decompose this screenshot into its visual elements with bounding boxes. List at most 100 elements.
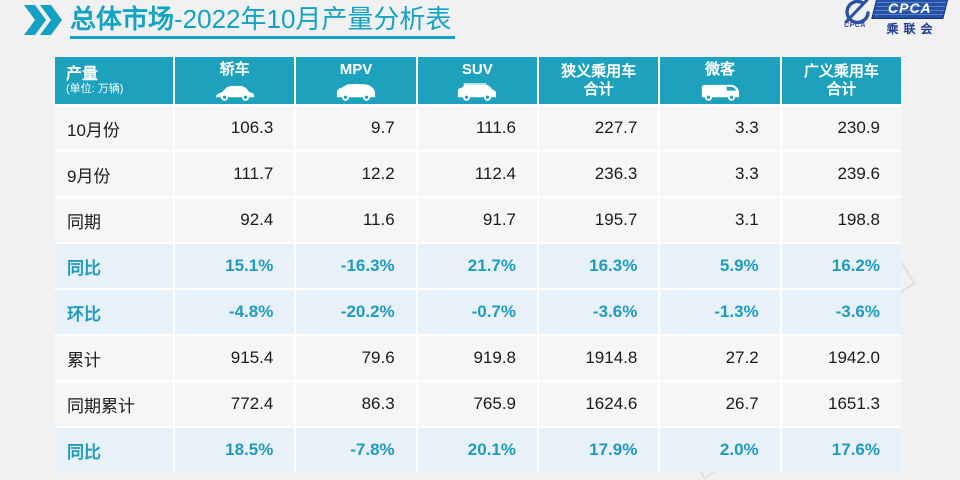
cpca-logo-text: CPCA 乘联会	[871, 0, 949, 37]
cell-value: 5.9%	[660, 244, 780, 288]
cell-value: 112.4	[417, 152, 537, 196]
row-label: 同期累计	[55, 382, 173, 426]
cell-value: 92.4	[175, 198, 295, 242]
cell-value: 1914.8	[539, 336, 659, 380]
cell-value: 915.4	[175, 336, 295, 380]
cell-value: 772.4	[175, 382, 295, 426]
cell-value: 111.6	[417, 106, 537, 150]
production-table: 产量 (单位: 万辆) 轿车 MPV SUV	[55, 57, 901, 472]
cell-value: 2.0%	[660, 428, 780, 472]
cpca-swoosh-icon	[844, 0, 870, 25]
table-row: 累计 915.4 79.6 919.8 1914.8 27.2 1942.0	[55, 336, 901, 380]
title-bar: 总体市场-2022年10月产量分析表	[22, 3, 456, 39]
header-col-broad-pv-label2: 合计	[826, 80, 857, 98]
row-label: 累计	[55, 336, 173, 380]
table-row: 同期累计 772.4 86.3 765.9 1624.6 26.7 1651.3	[55, 382, 901, 426]
row-label: 同比	[55, 244, 173, 288]
cell-value: 27.2	[660, 336, 780, 380]
row-label: 同比	[55, 428, 173, 472]
header-col-suv-label: SUV	[461, 61, 493, 78]
cell-value: -3.6%	[539, 290, 659, 334]
cell-value: 18.5%	[175, 428, 295, 472]
header-col-narrow-pv-label: 狭义乘用车	[561, 62, 637, 80]
cell-value: 9.7	[296, 106, 416, 150]
cell-value: -1.3%	[660, 290, 780, 334]
header-col-microvan-label: 微客	[704, 61, 735, 78]
cell-value: -3.6%	[781, 290, 901, 334]
microvan-icon	[701, 84, 740, 101]
cell-value: 79.6	[296, 336, 416, 380]
cell-value: 236.3	[539, 152, 659, 196]
table-row: 10月份 106.3 9.7 111.6 227.7 3.3 230.9	[55, 106, 901, 150]
table-row: 环比 -4.8% -20.2% -0.7% -3.6% -1.3% -3.6%	[55, 290, 901, 334]
double-chevron-icon	[24, 5, 62, 35]
cell-value: -0.7%	[417, 290, 537, 334]
header-col-microvan: 微客	[660, 57, 780, 104]
table-body: 10月份 106.3 9.7 111.6 227.7 3.3 230.9 9月份 111.7 12…	[55, 106, 901, 472]
page-title: 总体市场-2022年10月产量分析表	[70, 3, 456, 39]
table-row: 同比 18.5% -7.8% 20.1% 17.9% 2.0% 17.6%	[55, 428, 901, 472]
header-col-narrow-pv-label2: 合计	[583, 80, 614, 98]
cell-value: 111.7	[175, 152, 295, 196]
row-label: 10月份	[55, 106, 173, 150]
cell-value: 1624.6	[539, 382, 659, 426]
cell-value: -4.8%	[175, 290, 295, 334]
cell-value: 12.2	[296, 152, 416, 196]
table-row: 同期 92.4 11.6 91.7 195.7 3.1 198.8	[55, 198, 901, 242]
cell-value: 17.9%	[539, 428, 659, 472]
cell-value: 26.7	[660, 382, 780, 426]
cpca-emblem-caption: CPCA	[844, 22, 866, 29]
row-label: 9月份	[55, 152, 173, 196]
cell-value: 16.3%	[539, 244, 659, 288]
cell-value: -7.8%	[296, 428, 416, 472]
cell-value: 20.1%	[417, 428, 537, 472]
cpca-logo: CPCA CPCA 乘联会	[839, 0, 949, 37]
cell-value: 195.7	[539, 198, 659, 242]
cell-value: 198.8	[781, 198, 901, 242]
cpca-subtitle: 乘联会	[886, 22, 938, 36]
table-row: 同比 15.1% -16.3% 21.7% 16.3% 5.9% 16.2%	[55, 244, 901, 288]
mpv-icon	[336, 83, 376, 101]
cell-value: 3.3	[660, 106, 780, 150]
cell-value: 106.3	[175, 106, 295, 150]
header-col-mpv: MPV	[296, 57, 416, 104]
cell-value: 230.9	[781, 106, 901, 150]
cell-value: 3.3	[660, 152, 780, 196]
cell-value: -20.2%	[296, 290, 416, 334]
cell-value: 17.6%	[781, 428, 901, 472]
header-col-sedan: 轿车	[175, 57, 295, 104]
cell-value: 3.1	[660, 198, 780, 242]
cell-value: 1942.0	[781, 336, 901, 380]
header-col-broad-pv-label: 广义乘用车	[803, 62, 879, 80]
cpca-emblem: CPCA	[839, 0, 871, 29]
cell-value: 227.7	[539, 106, 659, 150]
cell-value: 765.9	[417, 382, 537, 426]
cell-value: 15.1%	[175, 244, 295, 288]
cell-value: 16.2%	[781, 244, 901, 288]
cell-value: 919.8	[417, 336, 537, 380]
cell-value: -16.3%	[296, 244, 416, 288]
header-col-suv: SUV	[417, 57, 537, 104]
page-title-main: 总体市场	[70, 4, 175, 34]
header-corner-cell: 产量 (单位: 万辆)	[55, 57, 173, 104]
header-corner-label: 产量	[66, 65, 99, 83]
cell-value: 239.6	[781, 152, 901, 196]
cell-value: 86.3	[296, 382, 416, 426]
suv-icon	[458, 83, 497, 101]
cell-value: 91.7	[417, 198, 537, 242]
cpca-box-label: CPCA	[888, 0, 932, 16]
row-label: 同期	[55, 198, 173, 242]
cell-value: 11.6	[296, 198, 416, 242]
header-col-broad-pv: 广义乘用车 合计	[781, 57, 901, 104]
header-col-mpv-label: MPV	[339, 61, 373, 78]
cpca-box: CPCA	[871, 0, 949, 19]
header-col-narrow-pv: 狭义乘用车 合计	[539, 57, 659, 104]
sedan-icon	[215, 85, 254, 101]
table-row: 9月份 111.7 12.2 112.4 236.3 3.3 239.6	[55, 152, 901, 196]
header-unit-note: (单位: 万辆)	[66, 82, 124, 95]
page-title-rest: -2022年10月产量分析表	[174, 4, 452, 34]
row-label: 环比	[55, 290, 173, 334]
header-col-sedan-label: 轿车	[219, 61, 250, 78]
cell-value: 21.7%	[417, 244, 537, 288]
table-header-row: 产量 (单位: 万辆) 轿车 MPV SUV	[55, 57, 901, 104]
